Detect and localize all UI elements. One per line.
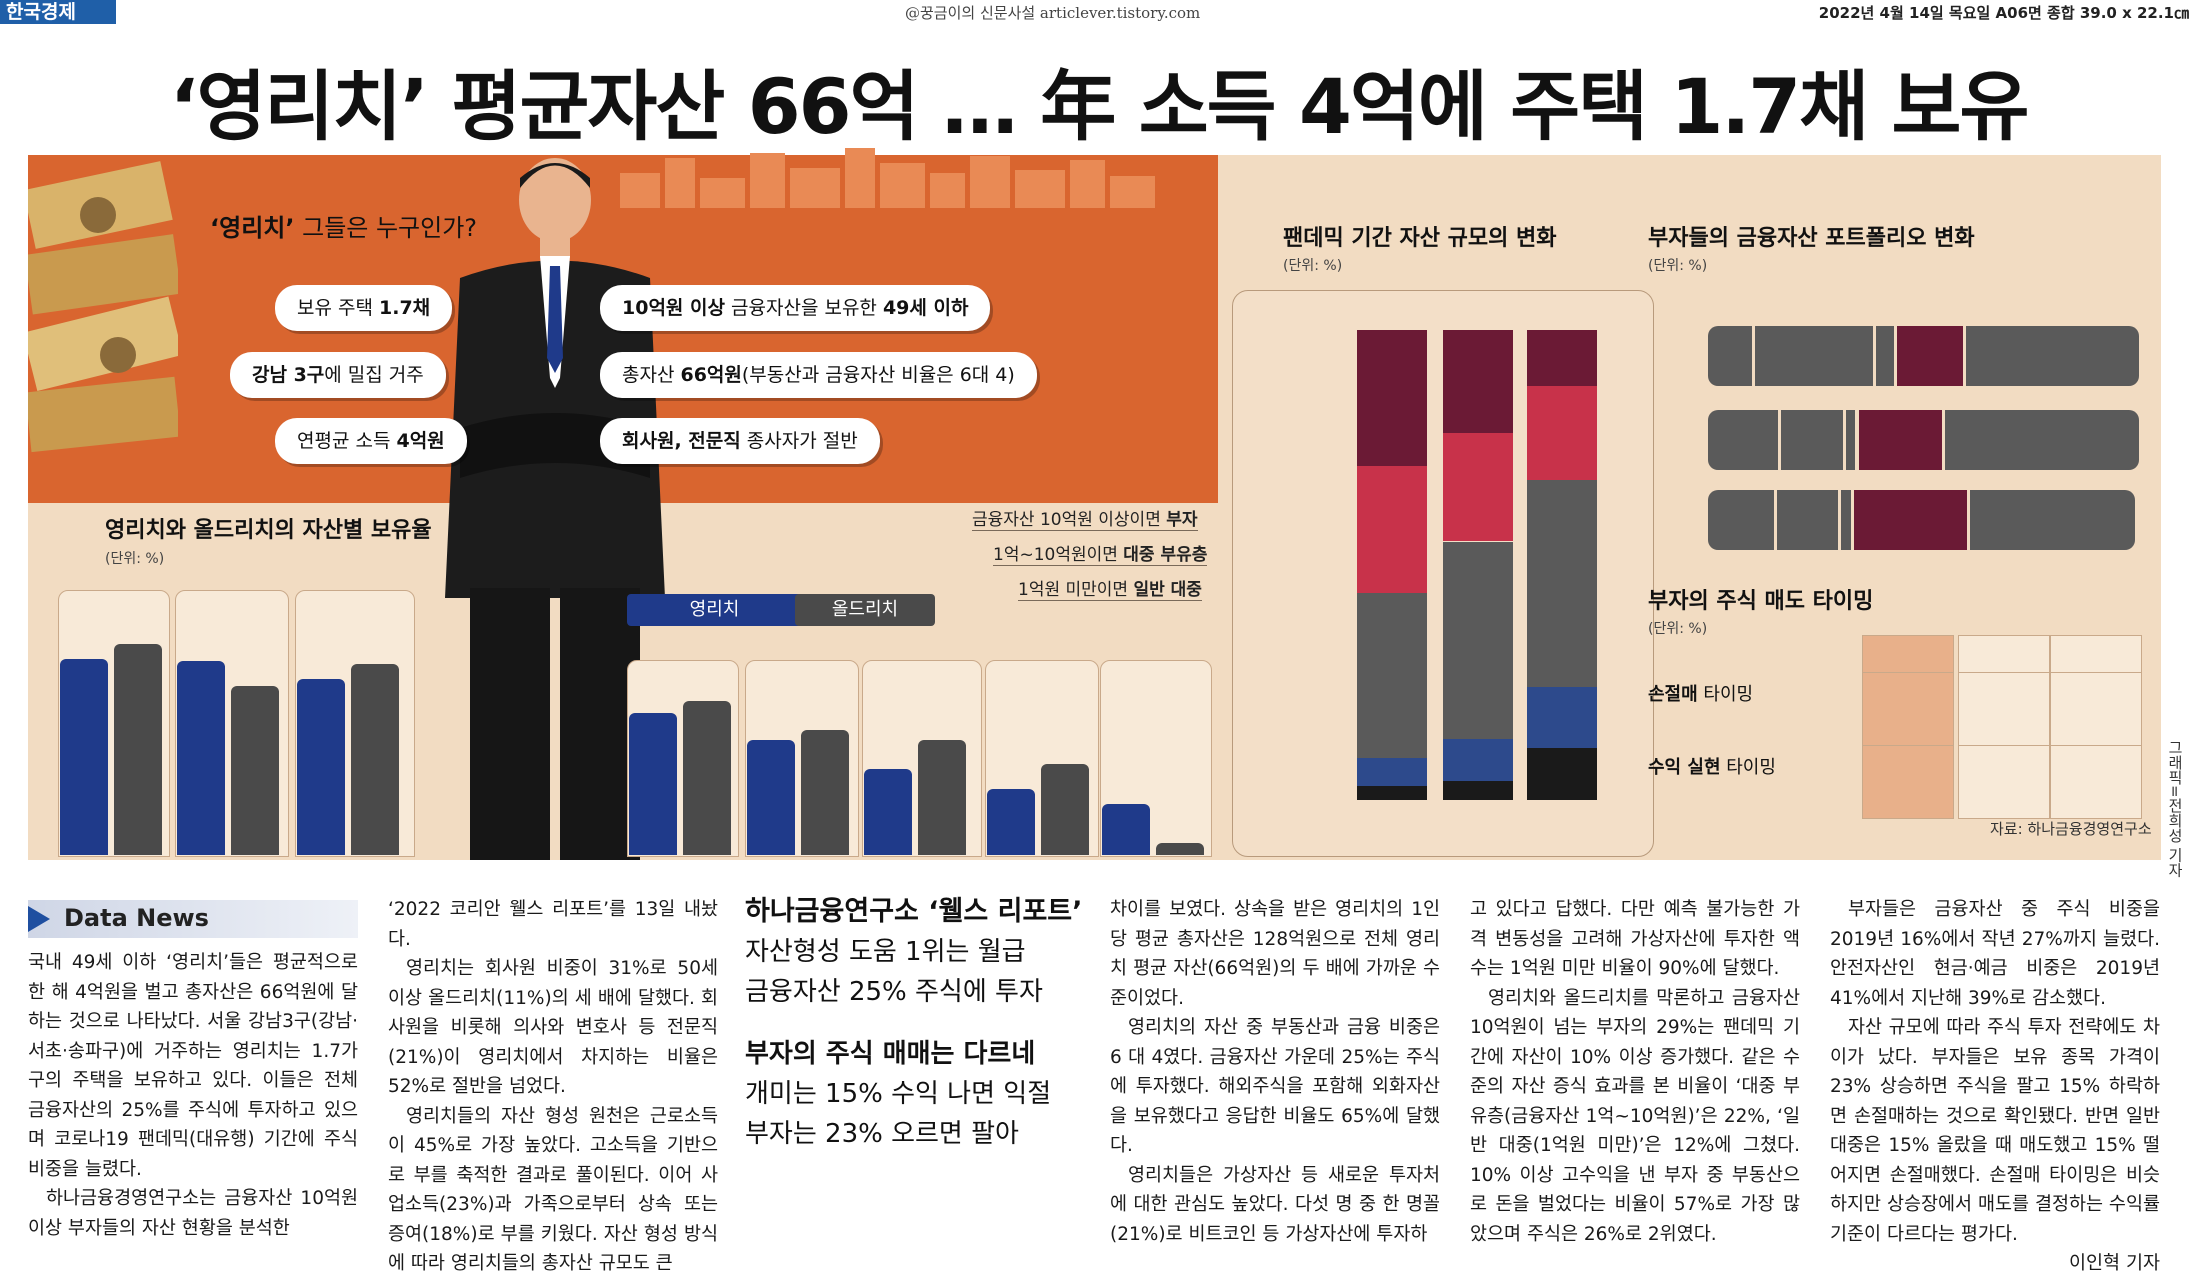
pandemic-segment: [1443, 433, 1513, 542]
article-column-4: 차이를 보였다. 상속을 받은 영리치의 1인당 평균 총자산은 128억원으로…: [1110, 899, 1440, 1245]
portfolio-segment: [1970, 490, 2135, 550]
young-rich-bar: [60, 659, 108, 855]
portfolio-segment: [1845, 410, 1856, 470]
young-rich-bar: [987, 788, 1035, 855]
timing-table-title: 부자의 주식 매도 타이밍: [1648, 589, 1874, 614]
article-column-5: 고 있다고 답했다. 다만 예측 불가능한 가격 변동성을 고려해 가상자산에 …: [1470, 899, 1800, 1245]
portfolio-segment: [1776, 490, 1839, 550]
sub-headlines: 하나금융연구소 ‘웰스 리포트’ 자산형성 도움 1위는 월급 금융자산 25%…: [745, 896, 1083, 1149]
pill-total-assets: 총자산 66억원(부동산과 금융자산 비율은 6대 4): [600, 352, 1037, 398]
headline: ‘영리치’ 평균자산 66억 … 年 소득 4억에 주택 1.7채 보유: [169, 62, 2030, 151]
article-column-1: 국내 49세 이하 ‘영리치’들은 평균적으로 한 해 4억원을 벌고 총자산은…: [28, 952, 358, 1239]
article-column-6: 부자들은 금융자산 중 주식 비중을 2019년 16%에서 작년 27%까지 …: [1830, 899, 2160, 1274]
pill-occupation: 회사원, 전문직 종사자가 절반: [600, 418, 880, 464]
timing-value: [1862, 745, 1954, 819]
pill-age: 10억원 이상 금융자산을 보유한 49세 이하: [600, 285, 991, 331]
old-rich-bar: [683, 700, 731, 855]
pandemic-segment: [1443, 541, 1513, 739]
young-rich-bar: [864, 769, 912, 855]
pandemic-segment: [1357, 593, 1427, 758]
pill-income: 연평균 소득 4억원: [275, 418, 467, 464]
masthead: 한국경제: [0, 0, 116, 24]
timing-row-label: 수익 실현 타이밍: [1648, 753, 1776, 779]
pill-gangnam: 강남 3구에 밀집 거주: [230, 352, 446, 398]
timing-row-label-rest: 타이밍: [1697, 684, 1754, 705]
data-news-label: Data News: [64, 904, 209, 932]
portfolio-segment: [1708, 410, 1779, 470]
timing-table-unit: (단위: %): [1648, 621, 1708, 637]
timing-col-header: [2050, 635, 2142, 673]
pandemic-segment: [1357, 757, 1427, 786]
timing-row-label: 손절매 타이밍: [1648, 680, 1753, 706]
pandemic-chart-title: 팬데믹 기간 자산 규모의 변화: [1283, 226, 1557, 251]
city-skyline-graphic: [620, 148, 1155, 208]
portfolio-segment: [1781, 410, 1843, 470]
portfolio-segment: [1708, 326, 1753, 386]
young-rich-bar: [747, 739, 795, 855]
pandemic-segment: [1443, 781, 1513, 800]
businessman-illustration: [445, 158, 665, 860]
old-rich-bar: [801, 730, 849, 855]
pandemic-segment: [1357, 330, 1427, 467]
profile-question: ‘영리치’ 그들은 누구인가?: [210, 214, 478, 242]
old-rich-bar: [1156, 842, 1204, 855]
pandemic-segment: [1443, 738, 1513, 782]
timing-value: [2050, 745, 2142, 819]
tier-rich: 금융자산 10억원 이상이면 부자: [972, 505, 1198, 531]
timing-value: [1958, 745, 2050, 819]
portfolio-segment: [1841, 490, 1852, 550]
money-stack-graphic: [28, 161, 178, 453]
pandemic-segment: [1527, 330, 1597, 387]
portfolio-segment: [1944, 410, 2140, 470]
article-column-2: ‘2022 코리안 웰스 리포트’를 13일 내놨다. 영리치는 회사원 비중이…: [388, 899, 718, 1274]
pandemic-chart-unit: (단위: %): [1283, 258, 1343, 274]
asset-chart-unit: (단위: %): [105, 551, 165, 567]
data-news-label-bar: Data News: [28, 900, 358, 938]
source-site: @꿍금이의 신문사설 articlever.tistory.com: [905, 4, 1201, 22]
young-rich-bar: [629, 712, 677, 855]
legend-young-rich: 영리치: [627, 594, 802, 626]
portfolio-chart-unit: (단위: %): [1648, 258, 1708, 274]
timing-row-label-bold: 손절매: [1648, 684, 1698, 705]
timing-row-label-rest: 타이밍: [1720, 757, 1776, 778]
pandemic-segment: [1527, 386, 1597, 481]
timing-value: [1862, 672, 1954, 746]
portfolio-segment: [1854, 490, 1968, 550]
timing-value: [1958, 672, 2050, 746]
pandemic-segment: [1357, 466, 1427, 594]
dateline: 2022년 4월 14일 목요일 A06면 종합 39.0 x 22.1㎝: [1818, 4, 2189, 22]
timing-value: [2050, 672, 2142, 746]
pill-housing: 보유 주택 1.7채: [275, 285, 453, 331]
source-note: 자료: 하나금융경영연구소: [1990, 820, 2152, 838]
timing-col-header: [1958, 635, 2050, 673]
pandemic-segment: [1527, 687, 1597, 749]
tier-mass: 1억원 미만이면 일반 대중: [1018, 575, 1202, 601]
old-rich-bar: [114, 644, 162, 855]
asset-chart-title: 영리치와 올드리치의 자산별 보유율: [105, 518, 432, 543]
portfolio-segment: [1897, 326, 1963, 386]
timing-col-header: [1862, 635, 1954, 673]
portfolio-segment: [1966, 326, 2140, 386]
old-rich-bar: [231, 685, 279, 855]
old-rich-bar: [351, 663, 399, 855]
portfolio-chart-title: 부자들의 금융자산 포트폴리오 변화: [1648, 226, 1975, 251]
young-rich-bar: [177, 661, 225, 855]
graphic-credit: 그래픽=전희성 기자: [2166, 740, 2184, 878]
pandemic-segment: [1527, 480, 1597, 688]
portfolio-segment: [1708, 490, 1774, 550]
timing-row-label-bold: 수익 실현: [1648, 757, 1721, 778]
young-rich-bar: [1102, 803, 1150, 855]
portfolio-segment: [1858, 410, 1942, 470]
tier-affluent: 1억~10억원이면 대중 부유층: [993, 540, 1208, 566]
young-rich-bar: [297, 678, 345, 855]
old-rich-bar: [918, 739, 966, 855]
portfolio-segment: [1875, 326, 1895, 386]
old-rich-bar: [1041, 764, 1089, 855]
pandemic-segment: [1527, 748, 1597, 800]
pandemic-segment: [1357, 785, 1427, 800]
pandemic-segment: [1443, 330, 1513, 434]
portfolio-segment: [1755, 326, 1873, 386]
legend-old-rich: 올드리치: [795, 594, 935, 626]
triangle-icon: [28, 906, 50, 932]
